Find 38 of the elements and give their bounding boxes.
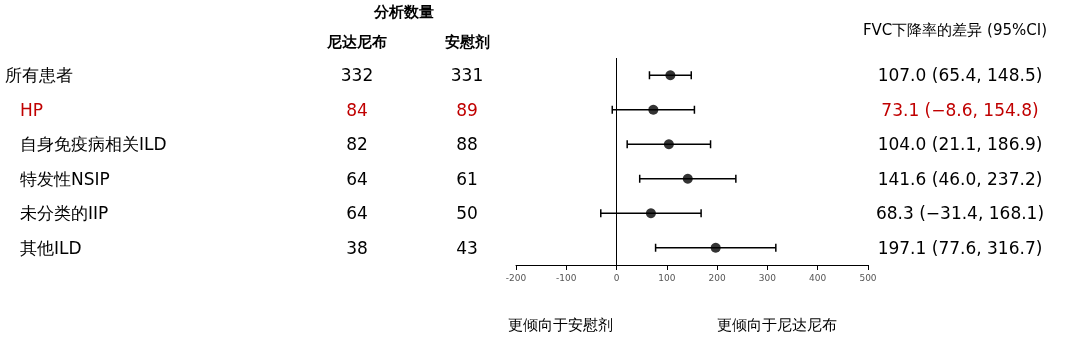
data-label: 197.1 (77.6, 316.7)	[877, 237, 1043, 258]
text: 更倾向于尼达尼布	[717, 316, 837, 334]
category-label: 自身免疫病相关ILD	[20, 134, 167, 155]
category-label: 其他ILD	[20, 237, 82, 258]
x-tick-label: -100	[556, 272, 577, 283]
data-label: 107.0 (65.4, 148.5)	[877, 65, 1043, 86]
x-tick-label: 300	[758, 272, 777, 283]
data-label: 331	[450, 65, 484, 86]
data-label: 50	[456, 203, 478, 224]
data-label: 61	[456, 168, 478, 189]
x-tick-label: -200	[505, 272, 527, 283]
data-label: 68.3 (−31.4, 168.1)	[875, 203, 1045, 224]
text: 分析数量	[373, 3, 434, 21]
data-label: 89	[456, 99, 478, 120]
x-tick-label: 500	[859, 272, 877, 283]
data-label: 141.6 (46.0, 237.2)	[877, 168, 1043, 189]
x-tick-label: 0	[613, 272, 620, 283]
x-tick-label: 200	[708, 272, 726, 283]
data-label: 332	[340, 65, 374, 86]
x-tick-label: 100	[658, 272, 676, 283]
data-label: 43	[456, 237, 478, 258]
data-label: 82	[346, 134, 368, 155]
category-label: 所有患者	[5, 65, 73, 86]
data-label: 88	[456, 134, 478, 155]
x-tick-label: 400	[809, 272, 827, 283]
data-label: 38	[346, 237, 368, 258]
text: FVC下降率的差异 (95%CI)	[862, 21, 1048, 39]
data-label: 64	[346, 168, 368, 189]
data-label: 84	[346, 99, 368, 120]
category-label: 未分类的IIP	[20, 203, 109, 224]
text: 安慰剂	[444, 33, 490, 51]
category-label: HP	[20, 99, 44, 120]
data-label: 73.1 (−8.6, 154.8)	[881, 99, 1039, 120]
data-label: 64	[346, 203, 368, 224]
data-label: 104.0 (21.1, 186.9)	[877, 134, 1043, 155]
category-label: 特发性NSIP	[20, 168, 110, 189]
text: 尼达尼布	[326, 33, 387, 51]
text: 更倾向于安慰剂	[507, 316, 613, 334]
